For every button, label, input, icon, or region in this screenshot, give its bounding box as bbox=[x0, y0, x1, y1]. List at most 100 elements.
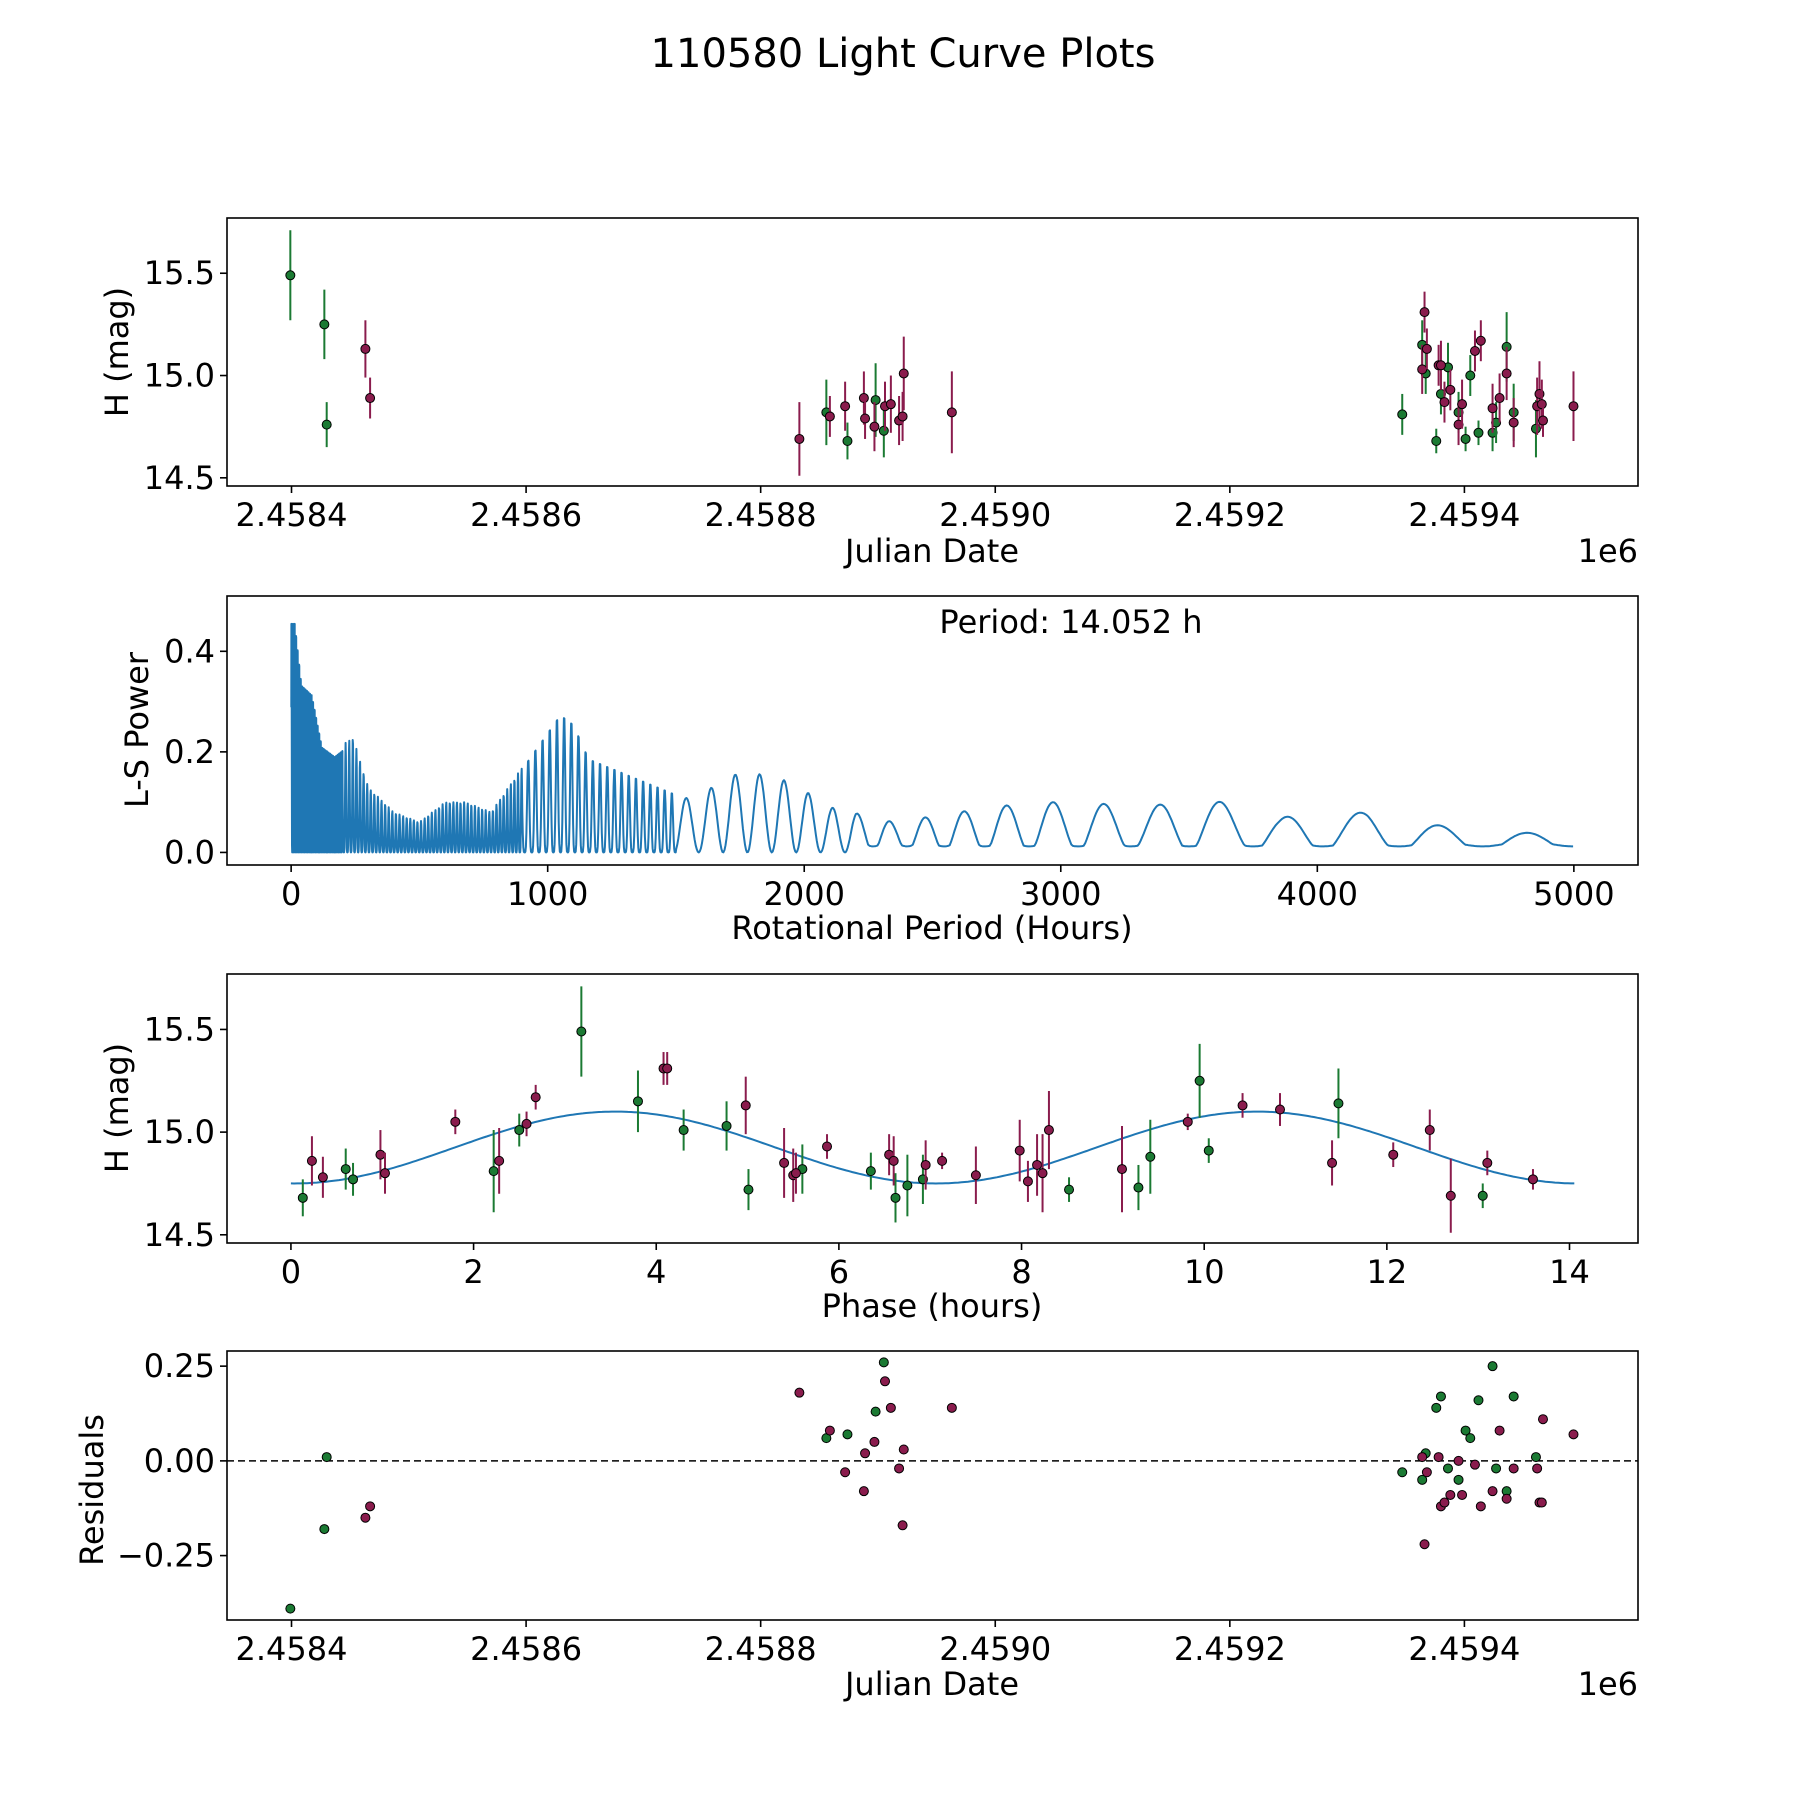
phased-point-maroon bbox=[1327, 1157, 1338, 1168]
periodogram-xtick-label: 5000 bbox=[1533, 875, 1614, 913]
phased-points bbox=[290, 986, 1575, 1233]
phased-xtick-label: 14 bbox=[1549, 1253, 1590, 1291]
lightcurve-point-maroon bbox=[1445, 384, 1456, 395]
lightcurve-xtick-label: 2.4586 bbox=[470, 496, 582, 534]
residuals-point-maroon bbox=[824, 1425, 835, 1436]
residuals-point-maroon bbox=[360, 1512, 371, 1523]
lightcurve-xtick-label: 2.4590 bbox=[939, 496, 1051, 534]
lightcurve-ytick-label: 15.0 bbox=[144, 357, 215, 395]
phased-point-maroon bbox=[1022, 1176, 1033, 1187]
lightcurve-point-green bbox=[1473, 427, 1484, 438]
phased-point-green bbox=[514, 1125, 525, 1136]
lightcurve-point-maroon bbox=[946, 407, 957, 418]
phased-point-green bbox=[1203, 1145, 1214, 1156]
lightcurve-axes-frame bbox=[226, 217, 1639, 487]
residuals-point-green bbox=[842, 1429, 853, 1440]
lightcurve-x-offset: 1e6 bbox=[1578, 532, 1638, 570]
periodogram-panel: 0 1000 2000 3000 4000 5000 0.0 0.2 0.4 Period: … bbox=[118, 595, 1639, 947]
phased-point-green bbox=[1145, 1151, 1156, 1162]
lightcurve-point-maroon bbox=[1419, 307, 1430, 318]
residuals-point-maroon bbox=[1439, 1497, 1450, 1508]
phased-point-maroon bbox=[317, 1172, 328, 1183]
lightcurve-panel: 2.4584 2.4586 2.4588 2.4590 2.4592 2.4594 14.… bbox=[98, 217, 1639, 570]
periodogram-xtick-label: 4000 bbox=[1277, 875, 1358, 913]
lightcurve-x-label: Julian Date bbox=[843, 532, 1019, 570]
phased-point-green bbox=[1194, 1075, 1205, 1086]
residuals-point-maroon bbox=[1532, 1463, 1543, 1474]
lightcurve-ytick-label: 14.5 bbox=[144, 459, 215, 497]
periodogram-xtick-label: 2000 bbox=[764, 875, 845, 913]
periodogram-xtick-label: 0 bbox=[281, 875, 301, 913]
lightcurve-point-green bbox=[1460, 433, 1471, 444]
phased-point-maroon bbox=[1274, 1104, 1285, 1115]
lightcurve-point-green bbox=[842, 435, 853, 446]
periodogram-curve bbox=[290, 622, 1574, 854]
lightcurve-point-maroon bbox=[1421, 343, 1432, 354]
residuals-point-maroon bbox=[894, 1463, 905, 1474]
phased-point-maroon bbox=[1043, 1125, 1054, 1136]
lightcurve-point-maroon bbox=[365, 393, 376, 404]
phased-point-green bbox=[902, 1180, 913, 1191]
lightcurve-y-ticks: 14.5 15.0 15.5 bbox=[144, 254, 227, 497]
periodogram-y-label: L-S Power bbox=[118, 651, 156, 808]
phased-point-green bbox=[1133, 1182, 1144, 1193]
phased-point-maroon bbox=[1237, 1100, 1248, 1111]
residuals-xtick-label: 2.4590 bbox=[939, 1630, 1051, 1668]
lightcurve-point-green bbox=[321, 419, 332, 430]
residuals-point-green bbox=[878, 1357, 889, 1368]
lightcurve-points bbox=[285, 230, 1579, 476]
phased-point-maroon bbox=[379, 1168, 390, 1179]
residuals-point-maroon bbox=[1469, 1459, 1480, 1470]
residuals-xtick-label: 2.4588 bbox=[705, 1630, 817, 1668]
residuals-point-green bbox=[1460, 1425, 1471, 1436]
phased-point-maroon bbox=[1424, 1125, 1435, 1136]
residuals-point-green bbox=[870, 1406, 881, 1417]
residuals-xtick-label: 2.4592 bbox=[1174, 1630, 1286, 1668]
phased-point-green bbox=[576, 1026, 587, 1037]
phased-point-maroon bbox=[662, 1063, 673, 1074]
phased-point-green bbox=[1477, 1190, 1488, 1201]
phased-xtick-label: 6 bbox=[829, 1253, 849, 1291]
phased-xtick-label: 8 bbox=[1011, 1253, 1031, 1291]
phased-point-maroon bbox=[1182, 1116, 1193, 1127]
periodogram-x-ticks: 0 1000 2000 3000 4000 5000 bbox=[281, 865, 1615, 913]
residuals-y-label: Residuals bbox=[73, 1414, 111, 1566]
phased-x-label: Phase (hours) bbox=[822, 1287, 1043, 1325]
phased-point-maroon bbox=[1032, 1159, 1043, 1170]
phased-point-maroon bbox=[970, 1170, 981, 1181]
residuals-point-maroon bbox=[1419, 1539, 1430, 1550]
residuals-point-green bbox=[1435, 1391, 1446, 1402]
phased-ytick-label: 15.0 bbox=[144, 1113, 215, 1151]
lightcurve-ytick-label: 15.5 bbox=[144, 254, 215, 292]
residuals-point-maroon bbox=[1453, 1455, 1464, 1466]
lightcurve-point-maroon bbox=[794, 433, 805, 444]
lightcurve-xtick-label: 2.4594 bbox=[1408, 496, 1520, 534]
phased-axes-frame bbox=[226, 973, 1639, 1244]
phased-point-maroon bbox=[1037, 1168, 1048, 1179]
phased-point-green bbox=[488, 1166, 499, 1177]
residuals-point-green bbox=[1530, 1452, 1541, 1463]
periodogram-axes-frame bbox=[226, 595, 1639, 866]
residuals-point-maroon bbox=[1475, 1501, 1486, 1512]
lightcurve-point-maroon bbox=[860, 413, 871, 424]
lightcurve-point-green bbox=[1397, 409, 1408, 420]
residuals-point-maroon bbox=[869, 1436, 880, 1447]
residuals-point-green bbox=[1491, 1463, 1502, 1474]
phased-point-maroon bbox=[521, 1118, 532, 1129]
residuals-point-maroon bbox=[365, 1501, 376, 1512]
lightcurve-point-green bbox=[1530, 423, 1541, 434]
phased-ytick-label: 14.5 bbox=[144, 1216, 215, 1254]
lightcurve-point-maroon bbox=[1508, 417, 1519, 428]
residuals-point-maroon bbox=[1494, 1425, 1505, 1436]
periodogram-xtick-label: 3000 bbox=[1020, 875, 1101, 913]
lightcurve-point-maroon bbox=[898, 368, 909, 379]
lightcurve-point-maroon bbox=[1457, 399, 1468, 410]
residuals-point-maroon bbox=[1537, 1414, 1548, 1425]
residuals-point-maroon bbox=[860, 1448, 871, 1459]
residuals-points bbox=[227, 1357, 1638, 1614]
lightcurve-point-green bbox=[285, 270, 296, 281]
phased-point-maroon bbox=[1445, 1190, 1456, 1201]
lightcurve-point-green bbox=[878, 425, 889, 436]
